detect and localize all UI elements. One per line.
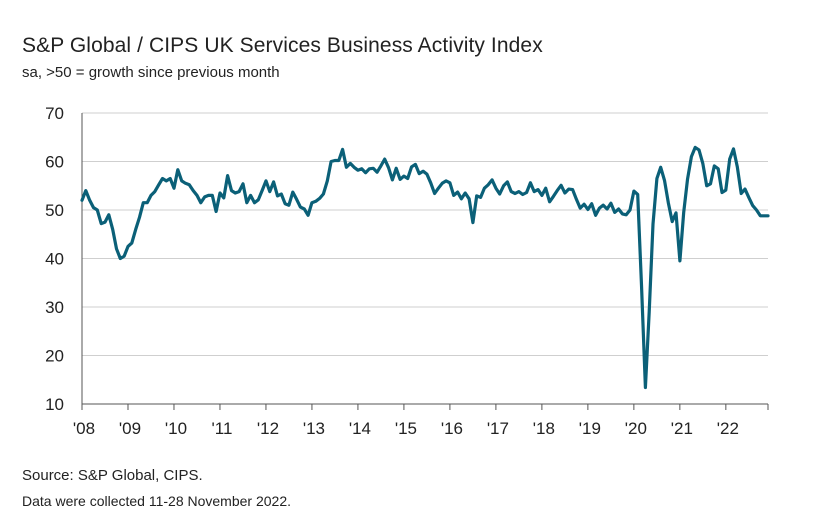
x-tick-label: '10	[165, 419, 187, 438]
line-chart: 10 20 30 40 50 60 70 '08 '09 '10 '11 '12 '13 '14 '15 '1…	[45, 104, 770, 438]
collection-note: Data were collected 11-28 November 2022.	[22, 493, 292, 509]
y-tick-label: 60	[45, 153, 64, 172]
x-tick-label: '19	[579, 419, 601, 438]
y-tick-label: 30	[45, 298, 64, 317]
x-tick-label: '16	[441, 419, 463, 438]
x-tick-label: '20	[625, 419, 647, 438]
y-tick-label: 40	[45, 250, 64, 269]
x-tick-label: '09	[119, 419, 141, 438]
x-tick-label: '12	[257, 419, 279, 438]
x-tick-label: '18	[533, 419, 555, 438]
series-line	[80, 145, 770, 390]
y-tick-label: 50	[45, 201, 64, 220]
chart-subtitle: sa, >50 = growth since previous month	[22, 64, 280, 81]
x-tick-label: '14	[349, 419, 371, 438]
x-tick-label: '15	[395, 419, 417, 438]
x-tick-label: '13	[303, 419, 325, 438]
x-tick-label: '17	[487, 419, 509, 438]
y-tick-label: 20	[45, 347, 64, 366]
source-note: Source: S&P Global, CIPS.	[22, 467, 203, 484]
x-tick-label: '11	[212, 419, 233, 438]
y-tick-label: 70	[45, 104, 64, 123]
y-tick-label: 10	[45, 395, 64, 414]
x-tick-label: '22	[717, 419, 739, 438]
chart-title: S&P Global / CIPS UK Services Business A…	[22, 34, 543, 57]
x-tick-label: '08	[73, 419, 95, 438]
x-tick-label: '21	[671, 419, 693, 438]
